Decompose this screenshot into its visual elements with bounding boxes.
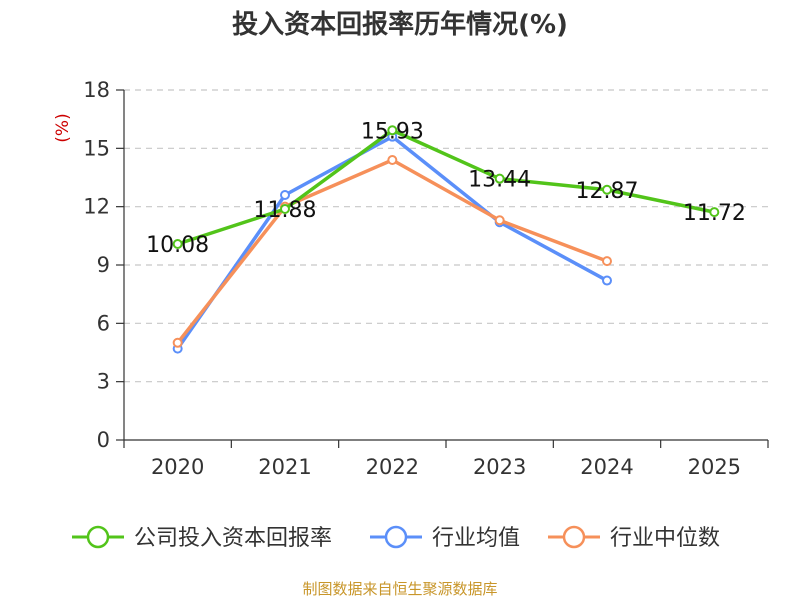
series-line: [176, 134, 608, 350]
data-point: [709, 207, 720, 218]
y-tick-label: 6: [97, 311, 110, 335]
y-tick-label: 15: [83, 136, 110, 160]
legend-label: 行业均值: [432, 526, 520, 551]
data-point: [602, 184, 612, 195]
data-label: 11.72: [683, 201, 746, 226]
y-tick-label: 9: [97, 253, 110, 277]
x-tick-label: 2021: [258, 455, 311, 479]
x-tick-label: 2020: [151, 455, 204, 479]
data-point: [602, 275, 612, 286]
source-note: 制图数据来自恒生聚源数据库: [302, 580, 498, 598]
x-tick-label: 2024: [580, 455, 633, 479]
y-tick-label: 0: [97, 428, 110, 452]
legend-swatch-marker: [384, 525, 408, 549]
series-line: [177, 128, 715, 246]
y-tick-label: 3: [97, 370, 110, 394]
data-point: [172, 337, 183, 348]
series-line: [176, 158, 608, 344]
y-tick-label: 12: [83, 195, 110, 219]
data-point: [280, 204, 290, 214]
x-tick-label: 2022: [366, 455, 419, 479]
data-point: [494, 173, 505, 184]
data-label: 11.88: [254, 198, 317, 223]
data-label: 12.87: [576, 179, 639, 204]
legend-swatch-marker: [86, 525, 110, 549]
data-point: [172, 239, 183, 249]
data-point: [387, 155, 398, 165]
data-point: [494, 215, 505, 226]
x-tick-label: 2025: [688, 455, 741, 479]
data-point: [280, 190, 290, 200]
data-label: 15.93: [361, 119, 424, 144]
legend-label: 公司投入资本回报率: [134, 526, 332, 551]
data-label: 10.08: [146, 233, 209, 258]
legend-swatch-marker: [562, 525, 586, 549]
legend-label: 行业中位数: [610, 526, 720, 551]
y-tick-label: 18: [83, 78, 110, 102]
chart-title: 投入资本回报率历年情况(%): [232, 10, 568, 40]
x-tick-label: 2023: [473, 455, 526, 479]
data-label: 13.44: [468, 168, 531, 193]
data-point: [602, 256, 612, 267]
y-axis-unit-label: (%): [53, 113, 73, 142]
data-point: [387, 125, 398, 136]
